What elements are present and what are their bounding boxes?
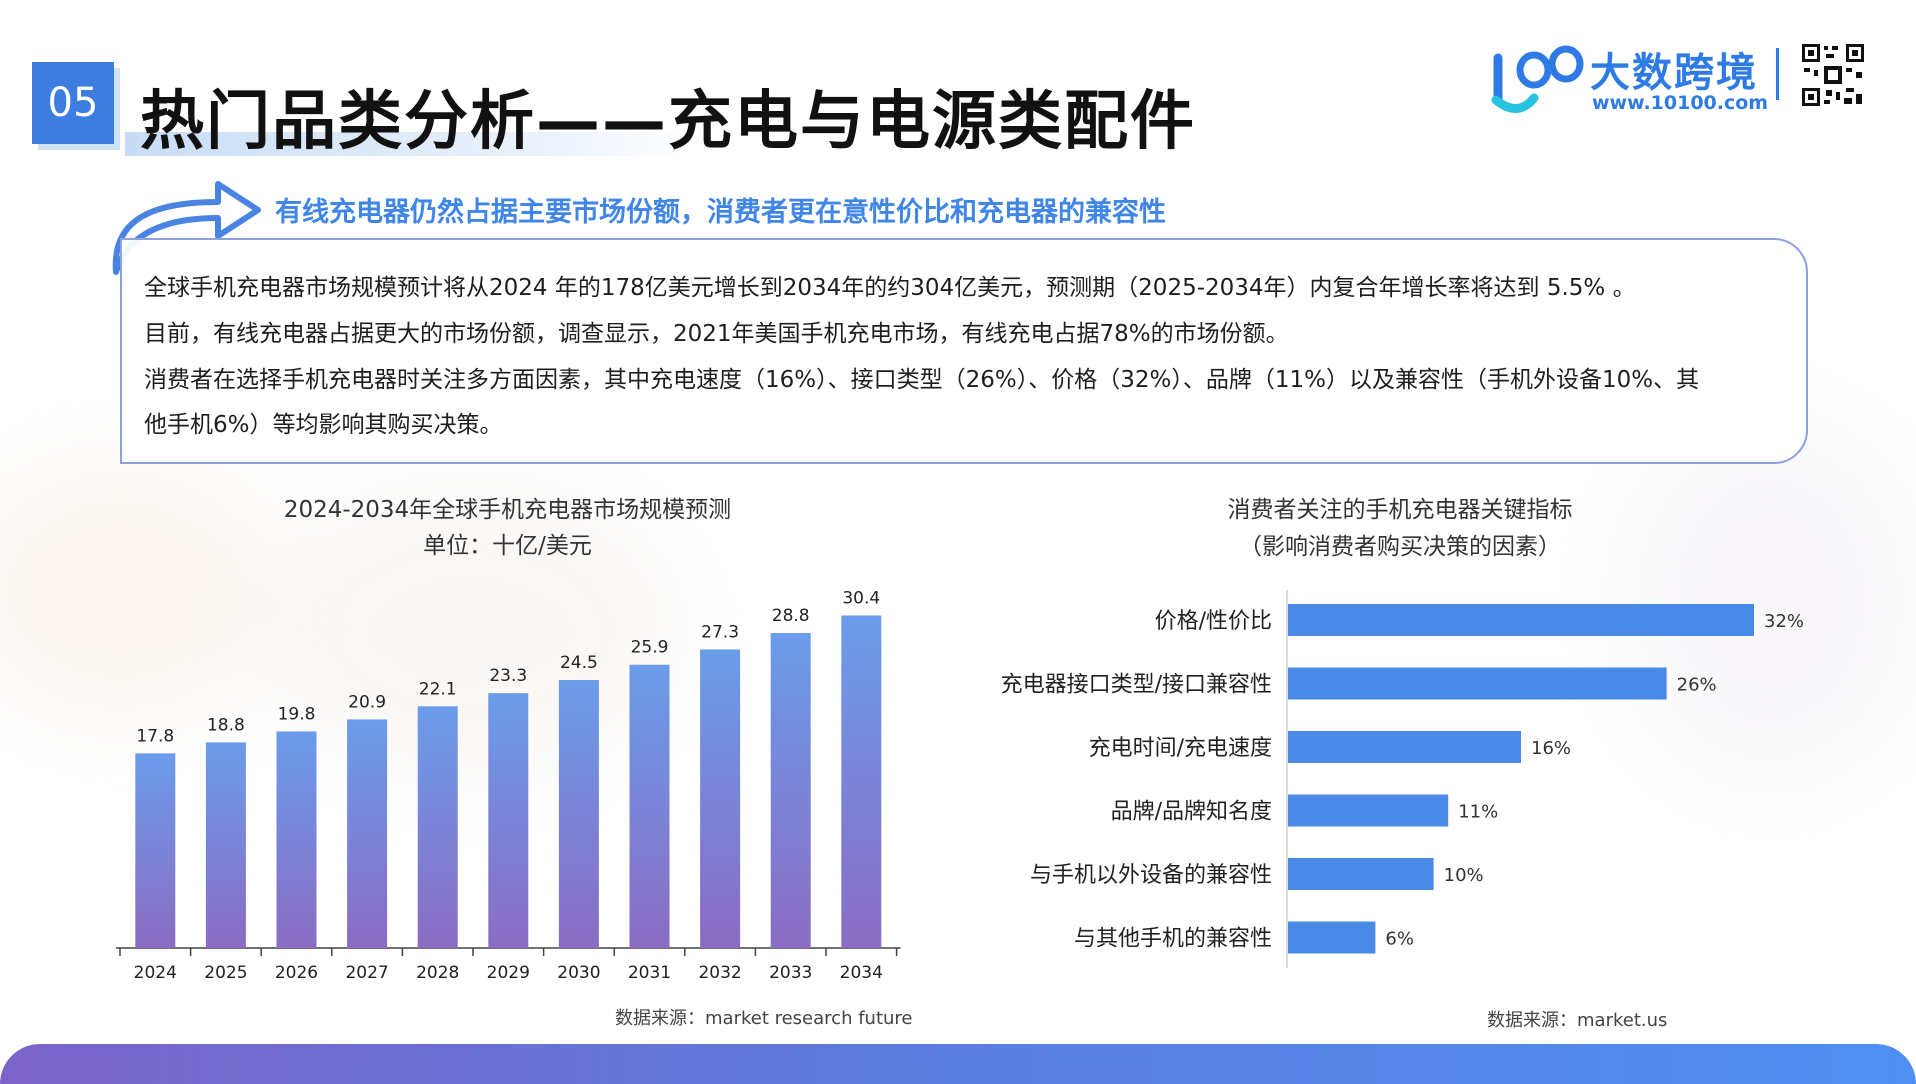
factors-chart-source: 数据来源：market.us (1487, 1010, 1668, 1031)
section-number-badge: 05 (32, 62, 114, 144)
x-axis-tick-label: 2025 (204, 963, 247, 980)
market-size-bar-chart: 17.8 2024 18.8 2025 19.8 2026 20.9 2027 22.1 2028… (116, 589, 901, 980)
market-size-bar (700, 649, 741, 948)
bottom-decorative-band (0, 1044, 1916, 1084)
market-size-bar (417, 706, 458, 948)
x-axis-tick-label: 2024 (134, 963, 177, 980)
page-title: 热门品类分析——充电与电源类配件 (140, 85, 1196, 159)
market-size-bar (276, 731, 317, 948)
x-axis-tick-label: 2029 (487, 963, 530, 980)
bar-value-label: 24.5 (560, 653, 598, 673)
summary-paragraph-2: 目前，有线充电器占据更大的市场份额，调查显示，2021年美国手机充电市场，有线充… (144, 321, 1289, 347)
market-size-chart-unit: 单位：十亿/美元 (423, 533, 592, 559)
y-axis-category-label: 充电时间/充电速度 (1089, 736, 1272, 761)
market-size-chart-source: 数据来源：market research future (615, 1008, 913, 1029)
bar-value-label: 30.4 (842, 589, 880, 609)
x-axis-tick-label: 2026 (275, 963, 318, 980)
factor-bar (1288, 858, 1434, 890)
factor-bar (1288, 604, 1754, 636)
market-size-bar (135, 753, 176, 948)
factor-bar (1288, 667, 1667, 700)
market-size-bar (629, 664, 670, 948)
y-axis-category-label: 品牌/品牌知名度 (1111, 800, 1272, 825)
y-axis-category-label: 充电器接口类型/接口兼容性 (1001, 673, 1272, 698)
factor-bar (1288, 794, 1449, 827)
bar-value-label: 27.3 (701, 622, 739, 642)
bar-value-label: 19.8 (278, 704, 316, 724)
curved-arrow-icon (112, 181, 261, 275)
bar-value-label: 10% (1444, 865, 1484, 886)
factor-bar (1288, 921, 1376, 954)
bar-value-label: 11% (1458, 802, 1498, 823)
y-axis-category-label: 与其他手机的兼容性 (1074, 927, 1272, 952)
x-axis-tick-label: 2031 (628, 963, 671, 980)
market-size-bar (770, 633, 811, 948)
summary-paragraph-1: 全球手机充电器市场规模预计将从2024 年的178亿美元增长到2034年的约30… (144, 275, 1636, 301)
bar-value-label: 25.9 (631, 638, 669, 658)
market-size-bar (205, 742, 246, 948)
bar-value-label: 16% (1531, 738, 1571, 759)
x-axis-tick-label: 2032 (698, 963, 741, 980)
market-size-bar (488, 693, 529, 948)
summary-paragraph-3: 消费者在选择手机充电器时关注多方面因素，其中充电速度（16%）、接口类型（26%… (144, 367, 1700, 393)
summary-text-box (120, 238, 1808, 464)
bar-value-label: 20.9 (348, 692, 386, 712)
bar-value-label: 17.8 (136, 726, 174, 746)
background-glow-center (260, 480, 680, 780)
purchase-factors-bar-chart: 价格/性价比 32% 充电器接口类型/接口兼容性 26% 充电时间/充电速度 16% 品牌/… (1001, 590, 1804, 968)
key-insight-subtitle: 有线充电器仍然占据主要市场份额，消费者更在意性价比和充电器的兼容性 (275, 197, 1166, 228)
qr-code-icon (1800, 42, 1866, 108)
factor-bar (1288, 731, 1521, 763)
market-size-bar (347, 719, 388, 948)
background-glow-right (1620, 420, 1916, 780)
brand-mark-icon (1491, 45, 1584, 113)
x-axis-tick-label: 2030 (557, 963, 600, 980)
x-axis-tick-label: 2027 (345, 963, 388, 980)
bar-value-label: 32% (1764, 611, 1804, 632)
x-axis-tick-label: 2028 (416, 963, 459, 980)
factors-chart-title: 消费者关注的手机充电器关键指标 (1227, 497, 1573, 523)
x-axis-tick-label: 2033 (769, 963, 812, 980)
y-axis-category-label: 与手机以外设备的兼容性 (1030, 863, 1272, 888)
summary-paragraph-4: 他手机6%）等均影响其购买决策。 (144, 412, 503, 438)
y-axis-category-label: 价格/性价比 (1155, 609, 1272, 634)
bar-value-label: 28.8 (772, 606, 810, 626)
market-size-chart-title: 2024-2034年全球手机充电器市场规模预测 (283, 497, 732, 523)
bar-value-label: 6% (1385, 929, 1414, 950)
market-size-bar (841, 615, 882, 948)
logo-divider (1776, 48, 1779, 100)
x-axis-tick-label: 2034 (840, 963, 883, 980)
brand-name: 大数跨境 (1590, 50, 1758, 96)
bar-value-label: 23.3 (489, 666, 527, 686)
bar-value-label: 26% (1677, 675, 1717, 696)
brand-logo: 大数跨境 www.10100.com (1488, 40, 1768, 114)
background-glow-left (0, 460, 280, 720)
title-underline (125, 132, 685, 156)
bar-value-label: 22.1 (419, 679, 457, 699)
bar-value-label: 18.8 (207, 715, 245, 735)
market-size-bar (558, 680, 599, 948)
brand-url: www.10100.com (1592, 92, 1769, 114)
factors-chart-subtitle: （影响消费者购买决策的因素） (1239, 534, 1561, 560)
